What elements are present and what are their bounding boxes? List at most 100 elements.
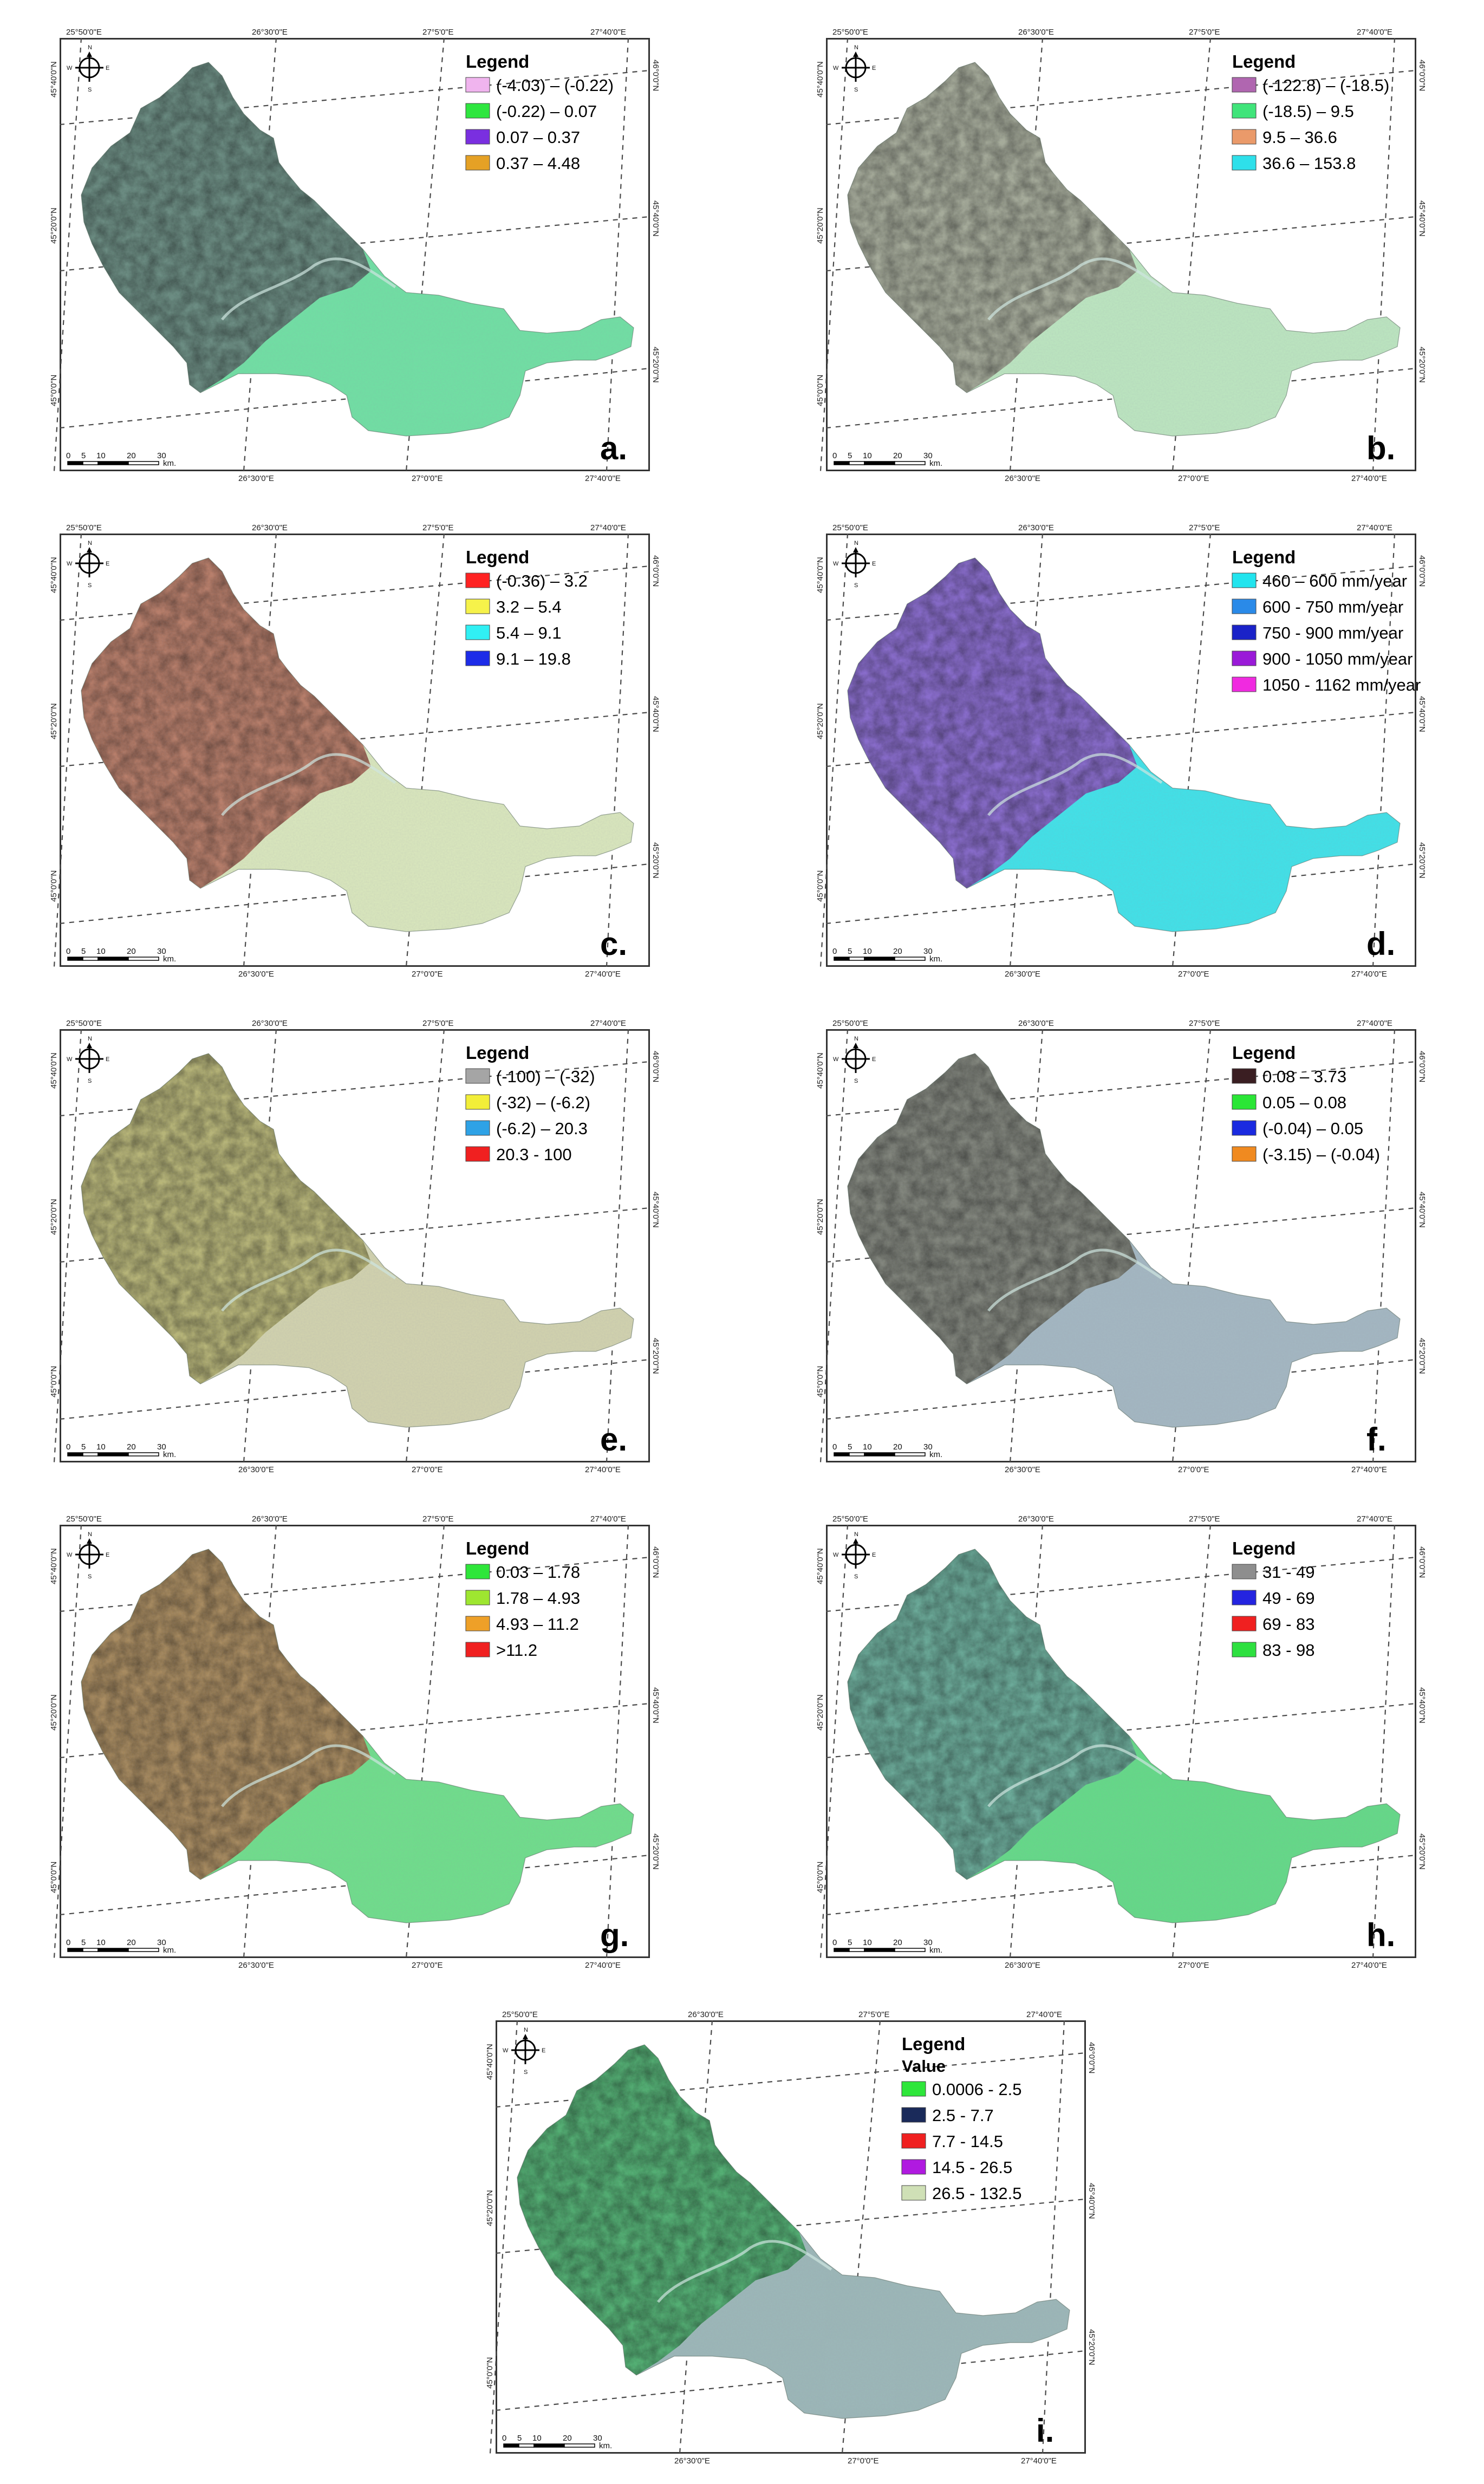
legend-label: 83 - 98 (1262, 1641, 1315, 1660)
coord-label-left: 45°40'0"N (49, 557, 58, 593)
coord-label-left: 45°20'0"N (816, 703, 825, 739)
coord-label-right: 46°0'0"N (651, 1546, 660, 1578)
legend-item: (-32) – (-6.2) (465, 1093, 590, 1112)
scale-bar-tick: 30 (923, 947, 933, 956)
legend-title: Legend (466, 1043, 529, 1063)
legend-item: 0.03 – 1.78 (465, 1563, 580, 1582)
legend: Legend (-100) – (-32) (-32) – (-6.2) (-6.2)… (465, 1043, 595, 1164)
coord-label-top: 27°5'0"E (1189, 1019, 1220, 1028)
coord-label-bottom: 27°40'0"E (585, 1961, 621, 1970)
svg-text:E: E (106, 1552, 109, 1558)
scale-bar-tick: 20 (127, 1938, 136, 1947)
coord-label-left: 45°20'0"N (49, 1199, 58, 1235)
legend-title: Legend (466, 51, 529, 71)
panel-letter: b. (1366, 430, 1395, 466)
coord-label-left: 45°20'0"N (49, 1694, 58, 1731)
scale-bar-tick: 10 (96, 1442, 106, 1452)
legend-title: Legend (1232, 547, 1296, 567)
legend-swatch (465, 1146, 490, 1162)
coord-label-bottom: 27°40'0"E (1021, 2456, 1057, 2466)
legend-swatch (1232, 129, 1257, 145)
svg-text:W: W (833, 65, 839, 71)
coord-label-bottom: 27°0'0"E (412, 1961, 443, 1970)
coord-label-top: 27°40'0"E (1357, 28, 1392, 37)
map-svg: 25°50'0"E 26°30'0"E 27°5'0"E 27°40'0"E 26°30… (49, 1514, 660, 1970)
legend-swatch (465, 1068, 490, 1084)
legend-swatch (1232, 599, 1257, 614)
legend-item: 0.37 – 4.48 (465, 154, 580, 173)
legend: Legend Value 0.0006 - 2.5 2.5 - 7.7 7.7 - 14… (901, 2034, 1021, 2203)
map-panel-i: 25°50'0"E 26°30'0"E 27°5'0"E 27°40'0"E 26°30… (485, 2010, 1096, 2466)
legend-item: 36.6 – 153.8 (1232, 154, 1356, 173)
coord-label-left: 45°0'0"N (816, 870, 825, 902)
coord-label-right: 45°40'0"N (1087, 2183, 1096, 2219)
svg-text:E: E (106, 1056, 109, 1063)
legend-item: 600 - 750 mm/year (1232, 597, 1403, 616)
coord-label-top: 27°5'0"E (858, 2010, 890, 2019)
legend-item: 1050 - 1162 mm/year (1232, 675, 1421, 694)
coord-label-top: 25°50'0"E (832, 523, 868, 532)
legend-label: 14.5 - 26.5 (932, 2158, 1012, 2177)
legend-label: 600 - 750 mm/year (1262, 597, 1403, 616)
north-arrow-icon: N S E W (833, 44, 876, 93)
legend-item: (-3.15) – (-0.04) (1232, 1145, 1380, 1164)
legend-item: (-4.03) – (-0.22) (465, 76, 614, 95)
svg-text:N: N (854, 1036, 858, 1042)
map-panel-h: 25°50'0"E 26°30'0"E 27°5'0"E 27°40'0"E 26°30… (816, 1514, 1427, 1970)
legend-item: 0.08 – 3.73 (1232, 1067, 1346, 1086)
scale-bar-tick: 10 (863, 947, 872, 956)
svg-text:N: N (854, 44, 858, 51)
scale-bar-tick: 30 (923, 1442, 933, 1452)
svg-text:S: S (854, 87, 858, 93)
svg-text:N: N (88, 44, 92, 51)
legend-swatch (901, 2133, 926, 2149)
coord-label-top: 25°50'0"E (832, 28, 868, 37)
coordinate-labels: 25°50'0"E 26°30'0"E 27°5'0"E 27°40'0"E 26°30… (816, 1514, 1427, 1970)
legend-label: 49 - 69 (1262, 1589, 1315, 1608)
svg-text:N: N (88, 1036, 92, 1042)
coord-label-left: 45°0'0"N (816, 1862, 825, 1893)
coord-label-top: 27°40'0"E (590, 523, 626, 532)
coord-label-bottom: 27°0'0"E (412, 474, 443, 483)
coord-label-top: 25°50'0"E (502, 2010, 538, 2019)
legend-title: Legend (466, 547, 529, 567)
coord-label-right: 45°40'0"N (1417, 1192, 1427, 1228)
scale-bar-unit: km. (163, 459, 176, 468)
legend-item: 14.5 - 26.5 (901, 2158, 1012, 2177)
scale-bar-tick: 0 (66, 947, 70, 956)
svg-text:W: W (833, 1552, 839, 1558)
legend-label: (-3.15) – (-0.04) (1262, 1145, 1380, 1164)
scale-bar-tick: 5 (848, 947, 852, 956)
coord-label-right: 45°20'0"N (1087, 2329, 1096, 2365)
legend-item: (-0.36) – 3.2 (465, 571, 588, 590)
legend-swatch (465, 1590, 490, 1605)
coord-label-top: 26°30'0"E (252, 28, 288, 37)
legend-subtitle: Value (902, 2057, 946, 2076)
legend: Legend (-0.36) – 3.2 3.2 – 5.4 5.4 – 9.1 9.1… (465, 547, 588, 668)
legend-swatch (465, 1094, 490, 1110)
legend-swatch (465, 1616, 490, 1631)
coord-label-left: 45°0'0"N (49, 1366, 58, 1397)
svg-text:E: E (106, 65, 109, 71)
map-panel-f: 25°50'0"E 26°30'0"E 27°5'0"E 27°40'0"E 26°30… (816, 1019, 1427, 1474)
coord-label-right: 45°20'0"N (651, 1833, 660, 1870)
coord-label-bottom: 27°0'0"E (848, 2456, 879, 2466)
legend-label: 1050 - 1162 mm/year (1262, 675, 1421, 694)
coord-label-bottom: 27°40'0"E (1351, 970, 1387, 979)
legend-item: 900 - 1050 mm/year (1232, 649, 1413, 668)
legend-item: (-100) – (-32) (465, 1067, 595, 1086)
legend-label: 26.5 - 132.5 (932, 2184, 1021, 2203)
svg-text:W: W (833, 1056, 839, 1063)
legend-label: (-0.36) – 3.2 (496, 571, 588, 590)
scale-bar-tick: 20 (893, 947, 902, 956)
scale-bar-tick: 30 (593, 2434, 602, 2443)
coord-label-top: 26°30'0"E (1018, 1514, 1054, 1524)
scale-bar-tick: 30 (157, 1442, 166, 1452)
coord-label-right: 46°0'0"N (651, 60, 660, 91)
legend-label: 5.4 – 9.1 (496, 623, 562, 642)
